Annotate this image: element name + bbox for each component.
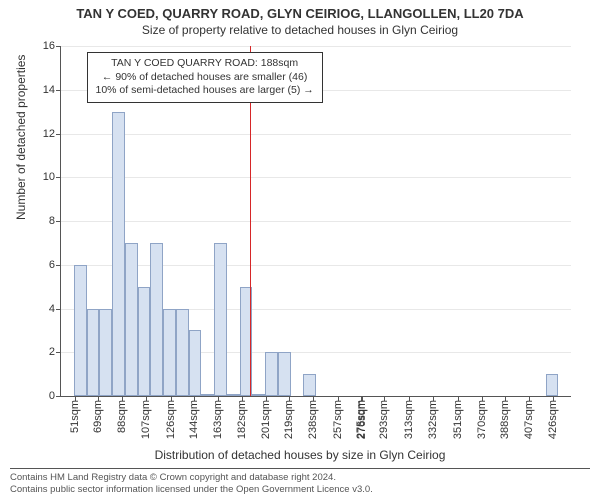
info-box: TAN Y COED QUARRY ROAD: 188sqm ← 90% of … (87, 52, 323, 103)
histogram-bar (278, 352, 291, 396)
xtick-label: 388sqm (499, 396, 511, 439)
info-line-1: TAN Y COED QUARRY ROAD: 188sqm (96, 57, 314, 71)
histogram-bar (150, 243, 163, 396)
footer-line-2: Contains public sector information licen… (10, 484, 590, 496)
histogram-bar (546, 374, 559, 396)
gridline (61, 134, 571, 135)
xtick-label: 351sqm (452, 396, 464, 439)
x-axis-label: Distribution of detached houses by size … (0, 448, 600, 462)
histogram-bar (265, 352, 278, 396)
xtick-label: 257sqm (332, 396, 344, 439)
ytick-label: 16 (43, 40, 61, 52)
xtick-label: 332sqm (427, 396, 439, 439)
info-line-3: 10% of semi-detached houses are larger (… (96, 84, 314, 98)
xtick-label: 276sqm (356, 396, 368, 439)
xtick-label: 69sqm (92, 396, 104, 433)
xtick-label: 126sqm (165, 396, 177, 439)
histogram-bar (303, 374, 316, 396)
y-axis-label: Number of detached properties (14, 55, 28, 220)
info-line-2: ← 90% of detached houses are smaller (46… (96, 71, 314, 85)
histogram-bar (163, 309, 176, 397)
xtick-label: 238sqm (307, 396, 319, 439)
xtick-label: 144sqm (188, 396, 200, 439)
ytick-label: 12 (43, 128, 61, 140)
ytick-label: 4 (49, 303, 61, 315)
gridline (61, 221, 571, 222)
histogram-bar (87, 309, 100, 397)
histogram-bar (189, 330, 202, 396)
xtick-label: 219sqm (283, 396, 295, 439)
ytick-label: 10 (43, 171, 61, 183)
ytick-label: 14 (43, 84, 61, 96)
xtick-label: 88sqm (116, 396, 128, 433)
gridline (61, 46, 571, 47)
histogram-bar (138, 287, 151, 396)
xtick-label: 370sqm (476, 396, 488, 439)
gridline (61, 265, 571, 266)
xtick-label: 182sqm (236, 396, 248, 439)
xtick-label: 426sqm (547, 396, 559, 439)
ytick-label: 2 (49, 346, 61, 358)
footer: Contains HM Land Registry data © Crown c… (10, 468, 590, 496)
xtick-label: 107sqm (140, 396, 152, 439)
xtick-label: 293sqm (378, 396, 390, 439)
xtick-label: 201sqm (260, 396, 272, 439)
histogram-bar (176, 309, 189, 397)
histogram-bar (125, 243, 138, 396)
histogram-bar (99, 309, 112, 397)
footer-line-1: Contains HM Land Registry data © Crown c… (10, 472, 590, 484)
page-title: TAN Y COED, QUARRY ROAD, GLYN CEIRIOG, L… (0, 0, 600, 21)
xtick-label: 51sqm (69, 396, 81, 433)
histogram-bar (112, 112, 125, 396)
ytick-label: 8 (49, 215, 61, 227)
xtick-label: 163sqm (212, 396, 224, 439)
gridline (61, 177, 571, 178)
ytick-label: 0 (49, 390, 61, 402)
xtick-label: 313sqm (403, 396, 415, 439)
histogram-bar (74, 265, 87, 396)
histogram-chart: 024681012141651sqm69sqm88sqm107sqm126sqm… (60, 46, 570, 396)
histogram-bar (214, 243, 227, 396)
ytick-label: 6 (49, 259, 61, 271)
xtick-label: 407sqm (523, 396, 535, 439)
page-subtitle: Size of property relative to detached ho… (0, 21, 600, 41)
plot-area: 024681012141651sqm69sqm88sqm107sqm126sqm… (60, 46, 571, 397)
